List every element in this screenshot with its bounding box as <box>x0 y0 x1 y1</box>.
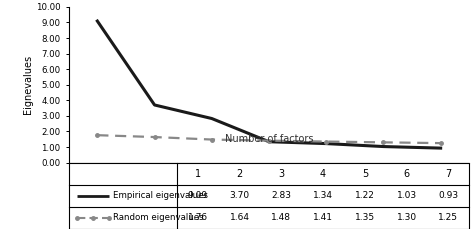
Text: 0.93: 0.93 <box>438 191 458 200</box>
Text: 1: 1 <box>195 169 201 179</box>
Text: 1.25: 1.25 <box>438 213 458 222</box>
Text: 5: 5 <box>362 169 368 179</box>
Text: 2: 2 <box>237 169 243 179</box>
Text: 4: 4 <box>320 169 326 179</box>
Text: 1.30: 1.30 <box>397 213 417 222</box>
Text: 1.64: 1.64 <box>229 213 249 222</box>
Text: 3: 3 <box>278 169 284 179</box>
Text: Number of factors: Number of factors <box>225 134 313 144</box>
Text: Empirical eigenvalues: Empirical eigenvalues <box>113 191 208 200</box>
Text: 9.09: 9.09 <box>188 191 208 200</box>
Text: Random eigenvalues: Random eigenvalues <box>113 213 203 222</box>
Text: 1.76: 1.76 <box>188 213 208 222</box>
Text: 7: 7 <box>445 169 452 179</box>
Text: 1.22: 1.22 <box>355 191 375 200</box>
Text: 1.48: 1.48 <box>271 213 292 222</box>
Text: 1.41: 1.41 <box>313 213 333 222</box>
Y-axis label: Eignevalues: Eignevalues <box>23 55 33 114</box>
Text: 1.34: 1.34 <box>313 191 333 200</box>
Text: 1.03: 1.03 <box>397 191 417 200</box>
Text: 6: 6 <box>403 169 410 179</box>
Text: 1.35: 1.35 <box>355 213 375 222</box>
Text: 2.83: 2.83 <box>271 191 292 200</box>
Text: 3.70: 3.70 <box>229 191 250 200</box>
